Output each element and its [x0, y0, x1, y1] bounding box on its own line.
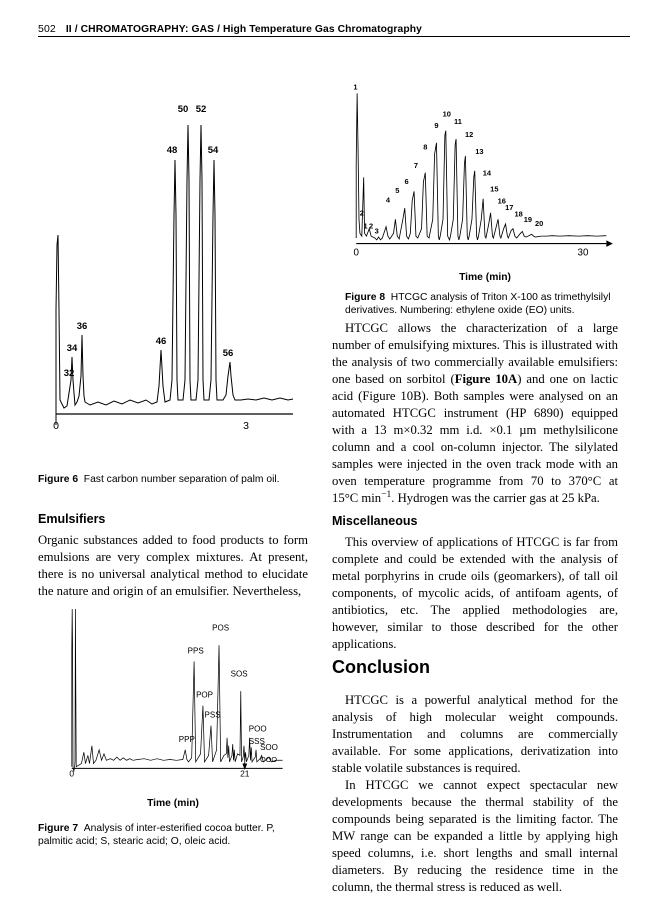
svg-text:PPP: PPP — [179, 735, 195, 744]
svg-text:12: 12 — [465, 130, 473, 139]
svg-text:Time (min): Time (min) — [118, 434, 171, 435]
svg-text:0: 0 — [353, 248, 359, 259]
svg-text:7: 7 — [414, 161, 418, 170]
svg-text:56: 56 — [223, 348, 234, 359]
svg-text:14: 14 — [483, 168, 492, 177]
svg-text:SOO: SOO — [260, 743, 278, 752]
svg-text:54: 54 — [208, 145, 219, 156]
svg-text:48: 48 — [167, 145, 178, 156]
svg-text:8: 8 — [423, 142, 427, 151]
svg-text:18: 18 — [514, 210, 522, 219]
svg-text:2: 2 — [369, 222, 373, 231]
svg-text:1: 1 — [353, 83, 357, 92]
svg-text:50: 50 — [178, 104, 189, 115]
svg-text:PPS: PPS — [188, 646, 204, 655]
svg-text:17: 17 — [505, 203, 513, 212]
svg-text:46: 46 — [156, 336, 167, 347]
svg-text:4: 4 — [386, 196, 391, 205]
svg-text:3: 3 — [243, 420, 249, 432]
svg-text:52: 52 — [196, 104, 207, 115]
svg-text:9: 9 — [434, 121, 438, 130]
svg-text:2: 2 — [360, 209, 364, 218]
svg-text:34: 34 — [67, 343, 78, 354]
svg-text:6: 6 — [405, 177, 409, 186]
svg-text:OOO: OOO — [260, 755, 277, 764]
svg-text:21: 21 — [240, 768, 250, 778]
svg-text:PSS: PSS — [205, 711, 221, 720]
svg-text:0: 0 — [69, 768, 74, 778]
svg-text:5: 5 — [395, 186, 399, 195]
svg-text:13: 13 — [475, 147, 483, 156]
svg-text:32: 32 — [64, 368, 75, 379]
svg-text:0: 0 — [53, 420, 59, 432]
svg-text:1: 1 — [363, 222, 367, 231]
svg-text:20: 20 — [535, 219, 543, 228]
svg-text:30: 30 — [578, 248, 589, 259]
svg-text:POO: POO — [249, 724, 267, 733]
svg-text:19: 19 — [524, 215, 532, 224]
svg-text:POP: POP — [196, 691, 213, 700]
svg-text:3: 3 — [375, 226, 379, 235]
svg-text:SOS: SOS — [231, 670, 248, 679]
svg-text:36: 36 — [77, 321, 88, 332]
svg-text:POS: POS — [212, 624, 229, 633]
svg-text:11: 11 — [454, 117, 462, 126]
svg-text:10: 10 — [443, 110, 451, 119]
svg-text:15: 15 — [490, 184, 498, 193]
